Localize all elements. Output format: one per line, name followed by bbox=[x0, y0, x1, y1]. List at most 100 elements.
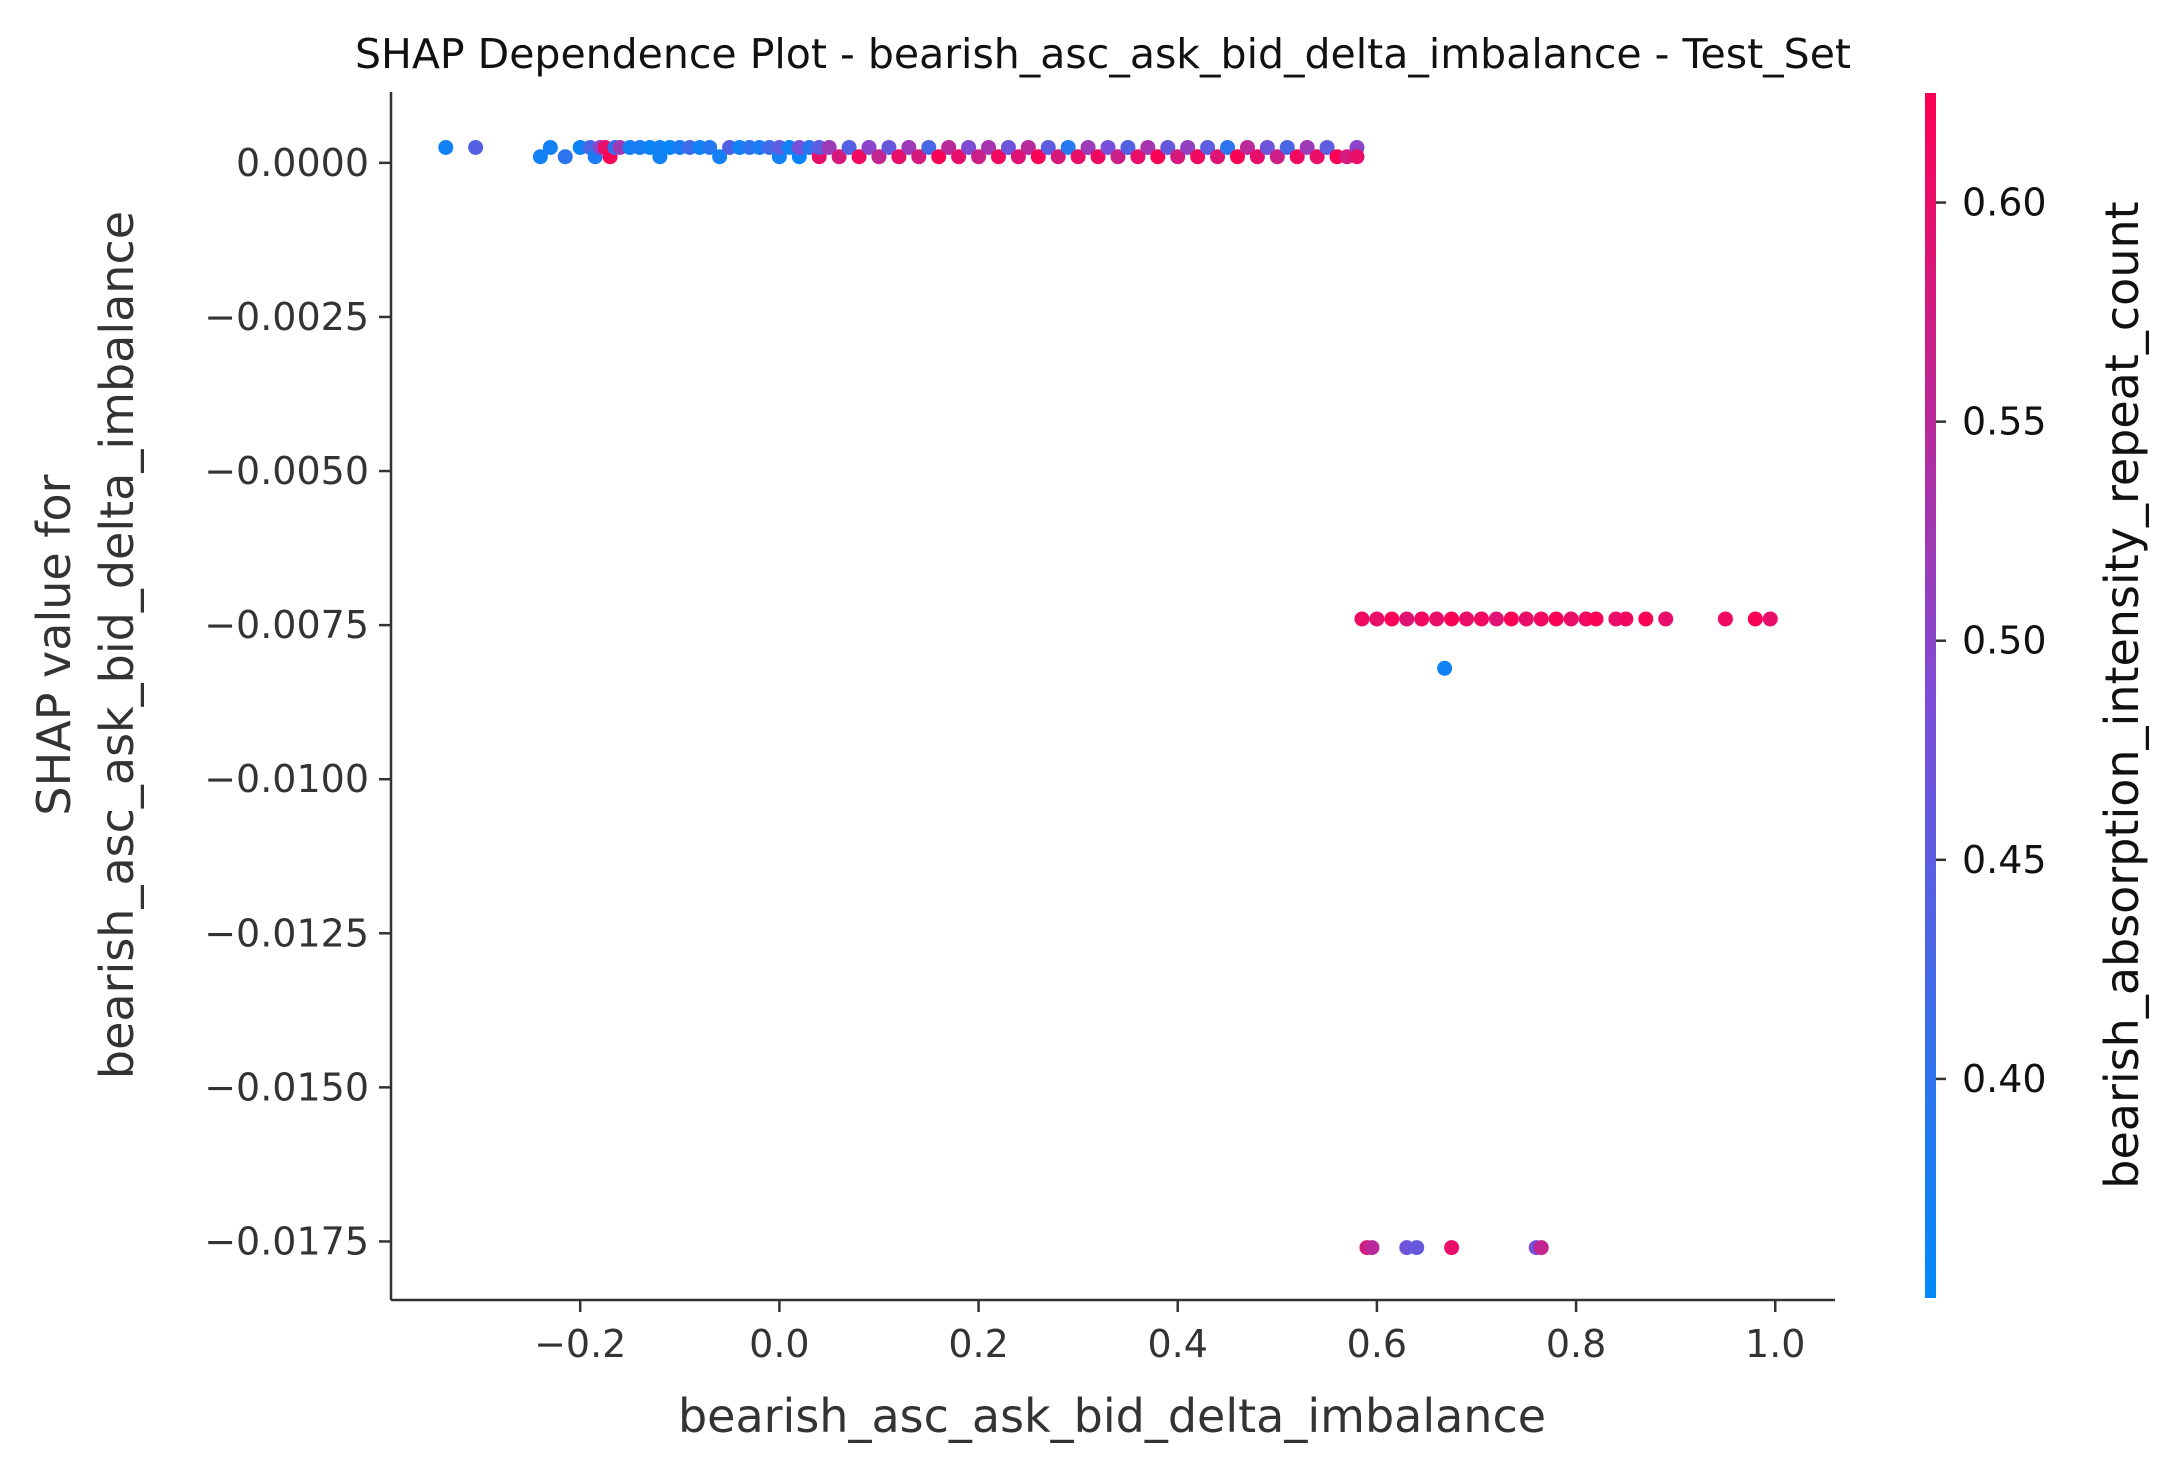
y-axis-label-line-1: SHAP value for bbox=[27, 474, 81, 815]
data-point bbox=[1488, 611, 1504, 627]
x-axis-label: bearish_asc_ask_bid_delta_imbalance bbox=[678, 1389, 1546, 1443]
data-point bbox=[1437, 660, 1453, 676]
data-point bbox=[1259, 139, 1275, 155]
data-point bbox=[1588, 611, 1604, 627]
data-point bbox=[1279, 139, 1295, 155]
y-tick-label: −0.0150 bbox=[204, 1065, 369, 1109]
data-point bbox=[1444, 1240, 1460, 1256]
data-point bbox=[1229, 149, 1245, 165]
data-point bbox=[971, 149, 987, 165]
data-point bbox=[1220, 139, 1236, 155]
data-point bbox=[990, 149, 1006, 165]
data-point bbox=[1130, 149, 1146, 165]
points-layer bbox=[438, 139, 1778, 1256]
data-point bbox=[1459, 611, 1475, 627]
x-tick-label: 0.8 bbox=[1546, 1322, 1606, 1366]
data-point bbox=[1429, 611, 1445, 627]
data-point bbox=[1409, 1240, 1425, 1256]
data-point bbox=[1747, 611, 1763, 627]
y-ticks: 0.0000 −0.0025 −0.0050 −0.0075 −0.0100 −0.012… bbox=[204, 141, 391, 1263]
data-point bbox=[861, 139, 877, 155]
data-point bbox=[931, 149, 947, 165]
x-tick-label: 0.0 bbox=[749, 1322, 809, 1366]
data-point bbox=[1503, 611, 1519, 627]
data-point bbox=[1030, 149, 1046, 165]
colorbar-tick-label: 0.60 bbox=[1962, 181, 2047, 225]
data-point bbox=[1319, 139, 1335, 155]
x-tick-label: 0.6 bbox=[1347, 1322, 1407, 1366]
x-ticks: −0.2 0.0 0.2 0.4 0.6 0.8 1.0 bbox=[534, 1300, 1805, 1366]
colorbar-tick-label: 0.50 bbox=[1962, 619, 2047, 663]
data-point bbox=[1080, 139, 1096, 155]
data-point bbox=[1070, 149, 1086, 165]
y-tick-label: 0.0000 bbox=[236, 141, 369, 185]
colorbar-tick-label: 0.55 bbox=[1962, 400, 2047, 444]
data-point bbox=[1050, 149, 1066, 165]
colorbar-tick-label: 0.40 bbox=[1962, 1057, 2047, 1101]
data-point bbox=[881, 139, 897, 155]
data-point bbox=[851, 149, 867, 165]
data-point bbox=[1533, 611, 1549, 627]
data-point bbox=[1563, 611, 1579, 627]
data-point bbox=[1444, 611, 1460, 627]
data-point bbox=[1518, 611, 1534, 627]
data-point bbox=[1110, 149, 1126, 165]
data-point bbox=[1020, 139, 1036, 155]
data-point bbox=[1180, 139, 1196, 155]
y-tick-label: −0.0025 bbox=[204, 295, 369, 339]
data-point bbox=[542, 139, 558, 155]
data-point bbox=[1349, 149, 1365, 165]
data-point bbox=[1150, 149, 1166, 165]
data-point bbox=[1309, 149, 1325, 165]
data-point bbox=[831, 149, 847, 165]
colorbar bbox=[1925, 93, 1936, 1298]
data-point bbox=[1414, 611, 1430, 627]
data-point bbox=[1762, 611, 1778, 627]
data-point bbox=[1100, 139, 1116, 155]
y-tick-label: −0.0100 bbox=[204, 757, 369, 801]
data-point bbox=[961, 139, 977, 155]
data-point bbox=[1364, 1240, 1380, 1256]
data-point bbox=[1060, 139, 1076, 155]
data-point bbox=[1010, 149, 1026, 165]
data-point bbox=[1384, 611, 1400, 627]
data-point bbox=[1399, 611, 1415, 627]
x-tick-label: 1.0 bbox=[1745, 1322, 1805, 1366]
data-point bbox=[1638, 611, 1654, 627]
y-axis-label-line-2: bearish_asc_ask_bid_delta_imbalance bbox=[90, 211, 144, 1079]
data-point bbox=[911, 149, 927, 165]
data-point bbox=[1717, 611, 1733, 627]
data-point bbox=[1548, 611, 1564, 627]
data-point bbox=[532, 149, 548, 165]
data-point bbox=[1170, 149, 1186, 165]
data-point bbox=[981, 139, 997, 155]
colorbar-tick-label: 0.45 bbox=[1962, 838, 2047, 882]
data-point bbox=[1533, 1240, 1549, 1256]
data-point bbox=[1299, 139, 1315, 155]
colorbar-label: bearish_absorption_intensity_repeat_coun… bbox=[2095, 201, 2149, 1188]
y-tick-label: −0.0125 bbox=[204, 911, 369, 955]
data-point bbox=[557, 149, 573, 165]
data-point bbox=[951, 149, 967, 165]
data-point bbox=[1000, 139, 1016, 155]
data-point bbox=[1658, 611, 1674, 627]
data-point bbox=[1200, 139, 1216, 155]
data-point bbox=[1618, 611, 1634, 627]
x-tick-label: 0.2 bbox=[948, 1322, 1008, 1366]
data-point bbox=[712, 149, 728, 165]
data-point bbox=[1120, 139, 1136, 155]
data-point bbox=[821, 139, 837, 155]
data-point bbox=[921, 139, 937, 155]
y-tick-label: −0.0050 bbox=[204, 449, 369, 493]
data-point bbox=[1210, 149, 1226, 165]
data-point bbox=[438, 139, 454, 155]
data-point bbox=[1269, 149, 1285, 165]
data-point bbox=[652, 149, 668, 165]
data-point bbox=[1140, 139, 1156, 155]
chart-title: SHAP Dependence Plot - bearish_asc_ask_b… bbox=[355, 30, 1851, 78]
data-point bbox=[1249, 149, 1265, 165]
y-tick-label: −0.0075 bbox=[204, 603, 369, 647]
data-point bbox=[1040, 139, 1056, 155]
data-point bbox=[1369, 611, 1385, 627]
